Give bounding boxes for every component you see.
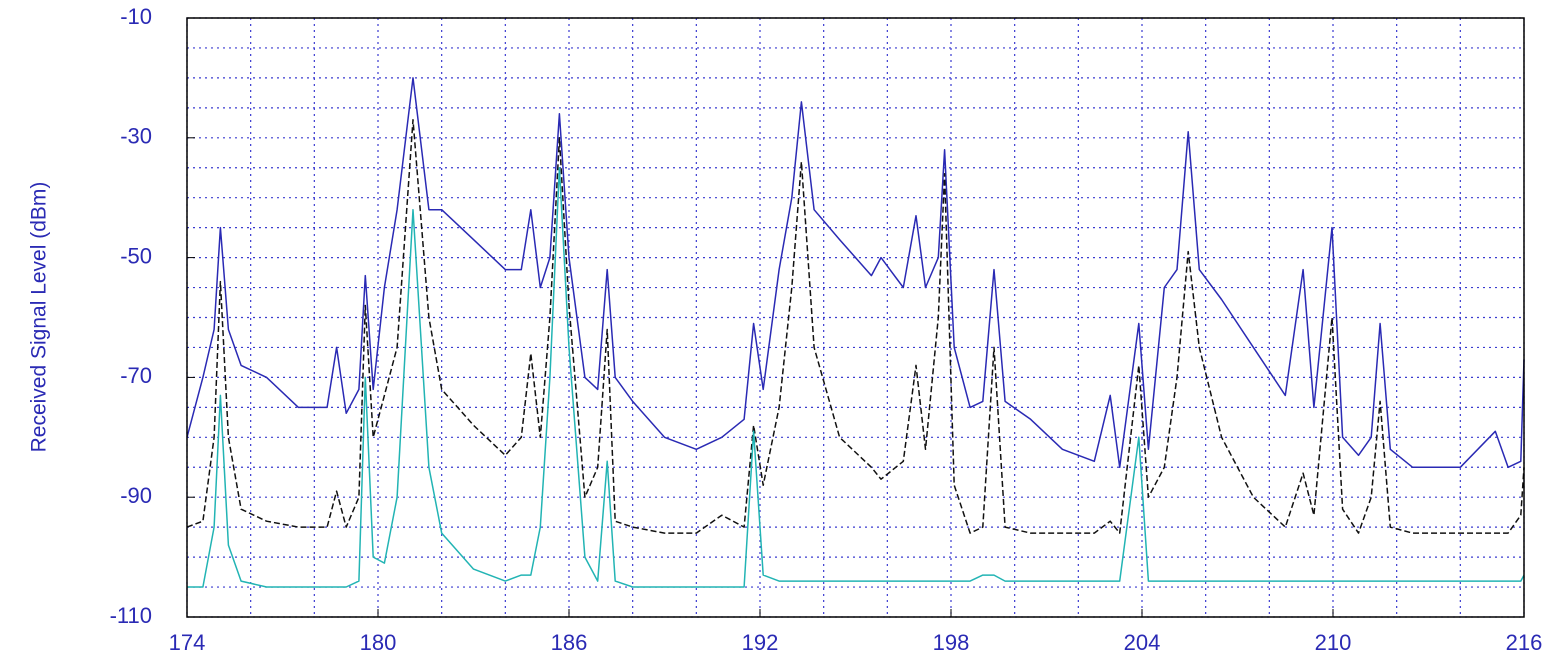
x-tick-label: 198 — [933, 630, 970, 655]
series-line — [186, 119, 1525, 534]
y-axis-label: Received Signal Level (dBm) — [28, 182, 51, 453]
y-tick-label: -30 — [120, 124, 152, 149]
y-tick-label: -50 — [120, 243, 152, 268]
series-line — [187, 167, 1525, 588]
x-tick-label: 192 — [742, 630, 779, 655]
plot-frame — [186, 17, 1525, 618]
x-tick-label: 180 — [360, 630, 397, 655]
y-tick-label: -70 — [120, 363, 152, 388]
series-line — [186, 77, 1525, 469]
x-tick-label: 174 — [169, 630, 206, 655]
y-tick-label: -110 — [110, 603, 152, 628]
x-tick-label: 210 — [1315, 630, 1352, 655]
x-tick-label: 204 — [1124, 630, 1161, 655]
x-tick-label: 216 — [1506, 630, 1543, 655]
y-tick-label: -90 — [120, 483, 152, 508]
x-tick-label: 186 — [551, 630, 588, 655]
y-tick-label: -10 — [120, 4, 152, 29]
